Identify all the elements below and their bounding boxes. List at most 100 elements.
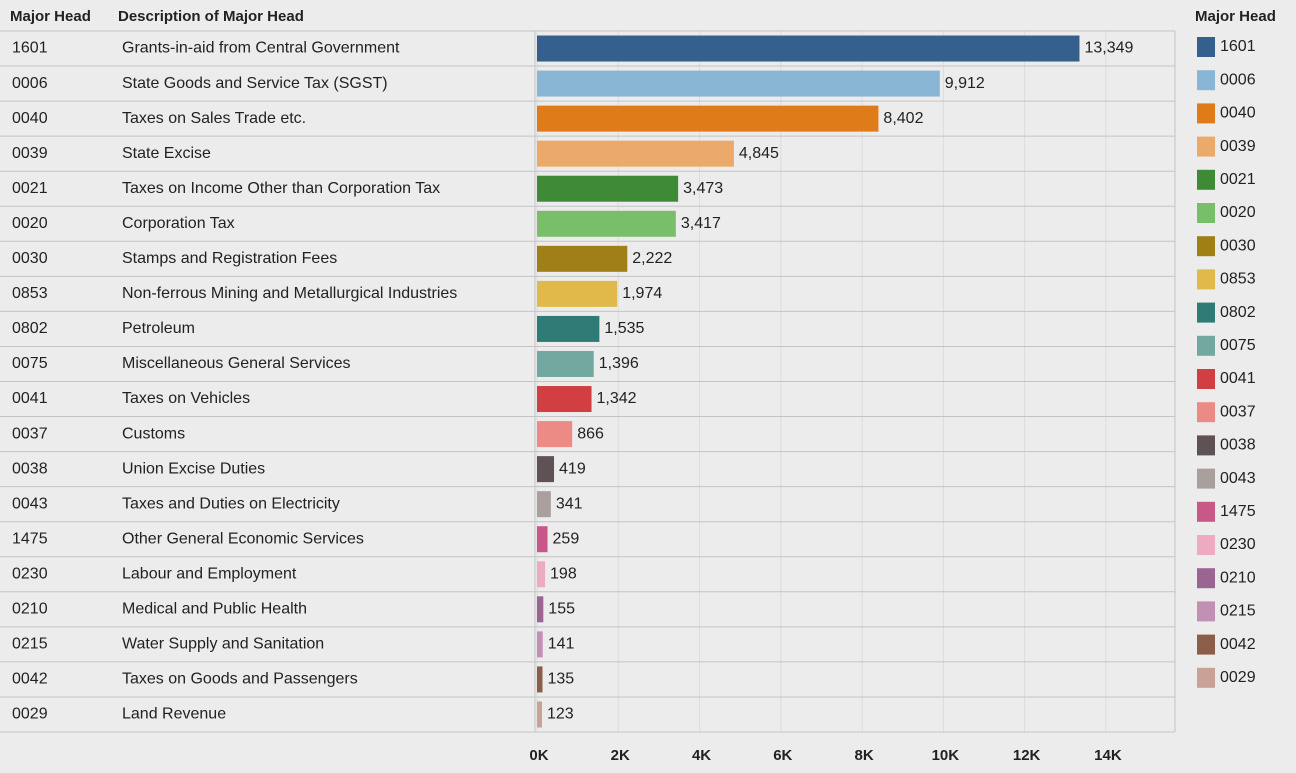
- bar: [537, 666, 543, 693]
- row-description: State Excise: [122, 145, 211, 162]
- legend-label: 0030: [1220, 237, 1256, 254]
- legend-swatch: [1197, 70, 1215, 91]
- value-label: 8,402: [883, 110, 923, 127]
- legend-swatch: [1197, 402, 1215, 423]
- x-tick-label: 2K: [611, 747, 630, 764]
- bar: [537, 701, 542, 728]
- value-label: 866: [577, 425, 604, 442]
- row-description: Miscellaneous General Services: [122, 355, 351, 372]
- row-description: Water Supply and Sanitation: [122, 636, 324, 653]
- row-code: 0215: [12, 636, 48, 653]
- legend-swatch: [1197, 103, 1215, 124]
- legend-label: 0020: [1220, 204, 1256, 221]
- x-tick-label: 0K: [529, 747, 548, 764]
- row-code: 0043: [12, 495, 48, 512]
- value-label: 1,396: [599, 355, 639, 372]
- legend-swatch: [1197, 435, 1215, 456]
- legend-label: 0039: [1220, 138, 1256, 155]
- row-code: 1601: [12, 40, 48, 57]
- value-label: 13,349: [1084, 40, 1133, 57]
- x-tick-label: 10K: [932, 747, 960, 764]
- legend-label: 0853: [1220, 271, 1256, 288]
- row-code: 0021: [12, 180, 48, 197]
- row-code: 0230: [12, 565, 48, 582]
- row-description: Land Revenue: [122, 706, 226, 723]
- row-code: 0029: [12, 706, 48, 723]
- row-description: Stamps and Registration Fees: [122, 250, 337, 267]
- value-label: 1,342: [597, 390, 637, 407]
- row-code: 0020: [12, 215, 48, 232]
- row-code: 0039: [12, 145, 48, 162]
- legend-swatch: [1197, 37, 1215, 57]
- row-code: 1475: [12, 530, 48, 547]
- row-description: Taxes on Vehicles: [122, 390, 250, 407]
- value-label: 123: [547, 706, 574, 723]
- legend-label: 0006: [1220, 71, 1256, 88]
- value-label: 198: [550, 565, 577, 582]
- bar: [537, 596, 544, 623]
- x-tick-label: 8K: [855, 747, 874, 764]
- bar: [537, 105, 879, 132]
- column-header: Major Head: [10, 8, 91, 25]
- row-description: Taxes on Goods and Passengers: [122, 671, 358, 688]
- value-label: 141: [548, 636, 575, 653]
- row-code: 0030: [12, 250, 48, 267]
- bar: [537, 245, 628, 272]
- bar: [537, 70, 940, 97]
- value-label: 4,845: [739, 145, 779, 162]
- value-label: 3,417: [681, 215, 721, 232]
- legend-swatch: [1197, 169, 1215, 190]
- legend-label: 0041: [1220, 370, 1256, 387]
- legend-label: 0029: [1220, 669, 1256, 686]
- legend-swatch: [1197, 369, 1215, 389]
- row-code: 0075: [12, 355, 48, 372]
- row-code: 0802: [12, 320, 48, 337]
- legend-swatch: [1197, 335, 1215, 356]
- value-label: 2,222: [632, 250, 672, 267]
- row-description: Medical and Public Health: [122, 601, 307, 618]
- bar: [537, 631, 543, 658]
- legend-label: 0038: [1220, 437, 1256, 454]
- row-description: Union Excise Duties: [122, 460, 265, 477]
- legend-swatch: [1197, 269, 1215, 290]
- row-description: Corporation Tax: [122, 215, 235, 232]
- bar: [537, 386, 592, 413]
- value-label: 155: [548, 601, 575, 618]
- legend-swatch: [1197, 468, 1215, 489]
- row-code: 0042: [12, 671, 48, 688]
- value-label: 135: [547, 671, 574, 688]
- x-tick-label: 4K: [692, 747, 711, 764]
- legend-label: 0040: [1220, 105, 1256, 122]
- row-code: 0038: [12, 460, 48, 477]
- legend-title: Major Head: [1195, 8, 1276, 25]
- bar: [537, 280, 618, 307]
- row-code: 0037: [12, 425, 48, 442]
- legend-label: 0042: [1220, 636, 1256, 653]
- legend-label: 0215: [1220, 603, 1256, 620]
- x-tick-label: 12K: [1013, 747, 1041, 764]
- row-description: State Goods and Service Tax (SGST): [122, 75, 388, 92]
- legend-label: 0230: [1220, 536, 1256, 553]
- bar: [537, 456, 555, 483]
- row-code: 0210: [12, 601, 48, 618]
- bar: [537, 140, 734, 167]
- value-label: 1,535: [604, 320, 644, 337]
- row-description: Grants-in-aid from Central Government: [122, 40, 400, 57]
- legend-swatch: [1197, 236, 1215, 257]
- row-description: Taxes and Duties on Electricity: [122, 495, 340, 512]
- legend-label: 0037: [1220, 403, 1256, 420]
- bar: [537, 175, 679, 202]
- row-code: 0040: [12, 110, 48, 127]
- row-description: Customs: [122, 425, 185, 442]
- legend-swatch: [1197, 634, 1215, 655]
- row-description: Other General Economic Services: [122, 530, 364, 547]
- legend-swatch: [1197, 568, 1215, 589]
- value-label: 259: [553, 530, 580, 547]
- legend-label: 0802: [1220, 304, 1256, 321]
- legend-label: 0043: [1220, 470, 1256, 487]
- value-label: 419: [559, 460, 586, 477]
- legend-swatch: [1197, 667, 1215, 688]
- legend-swatch: [1197, 535, 1215, 555]
- legend-label: 0210: [1220, 569, 1256, 586]
- row-description: Non-ferrous Mining and Metallurgical Ind…: [122, 285, 457, 302]
